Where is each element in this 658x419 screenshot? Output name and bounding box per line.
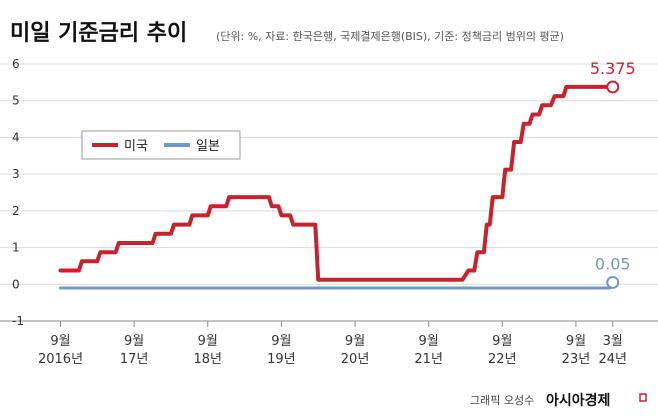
x-tick-year: 18년 [194, 352, 223, 367]
x-tick-month: 9월 [50, 334, 70, 349]
y-tick-label: -1 [12, 314, 24, 328]
x-tick-month: 9월 [198, 334, 218, 349]
x-tick-year: 21년 [414, 352, 443, 367]
x-tick-year: 24년 [598, 352, 627, 367]
x-tick-month: 9월 [492, 334, 512, 349]
end-label-japan: 0.05 [595, 254, 631, 273]
x-tick-month: 9월 [124, 334, 144, 349]
x-tick-month: 9월 [566, 334, 586, 349]
series-lines: 0.05 5.375 [58, 59, 636, 290]
x-tick-year: 17년 [120, 352, 149, 367]
x-tick-year: 2016년 [38, 352, 83, 367]
legend: 미국 일본 [81, 130, 241, 160]
end-label-us: 5.375 [590, 59, 636, 78]
y-tick-label: 2 [12, 204, 20, 218]
end-marker-japan [606, 275, 620, 289]
end-marker-us [606, 80, 620, 94]
y-tick-label: 6 [12, 57, 20, 71]
x-tick-year: 20년 [341, 352, 370, 367]
y-tick-label: 1 [12, 241, 20, 255]
y-tick-label: 0 [12, 277, 20, 291]
y-tick-label: 5 [12, 94, 20, 108]
x-tick-month: 9월 [345, 334, 365, 349]
gridlines [0, 63, 658, 322]
x-tick-year: 19년 [267, 352, 296, 367]
legend-label-japan: 일본 [196, 139, 220, 154]
x-tick-month: 9월 [419, 334, 439, 349]
series-line-japan [59, 280, 615, 290]
credit-brand: 아시아경제 [546, 392, 610, 409]
legend-box [81, 130, 241, 160]
series-line-us [58, 84, 615, 282]
x-tick-month: 3월 [603, 334, 623, 349]
chart-subtitle: (단위: %, 자료: 한국은행, 국제결제은행(BIS), 기준: 정책금리 … [216, 30, 564, 43]
legend-label-us: 미국 [124, 139, 148, 154]
x-tick-year: 22년 [488, 352, 517, 367]
chart-title: 미일 기준금리 추이 [10, 21, 187, 46]
credit: 그래픽 오성수 아시아경제 [470, 392, 647, 409]
x-axis-ticks: 9월 2016년 9월 17년 9월 18년 9월 19년 9월 20년 9월 21년 9월 22년 9월 2… [38, 321, 627, 367]
x-tick-month: 9월 [271, 334, 291, 349]
y-tick-label: 4 [12, 130, 20, 144]
y-tick-label: 3 [12, 167, 20, 181]
credit-author: 그래픽 오성수 [470, 394, 534, 407]
y-axis-ticks: -1 0 1 2 3 4 5 6 [12, 57, 24, 328]
x-tick-year: 23년 [562, 352, 591, 367]
brand-logo-mark [639, 393, 647, 402]
